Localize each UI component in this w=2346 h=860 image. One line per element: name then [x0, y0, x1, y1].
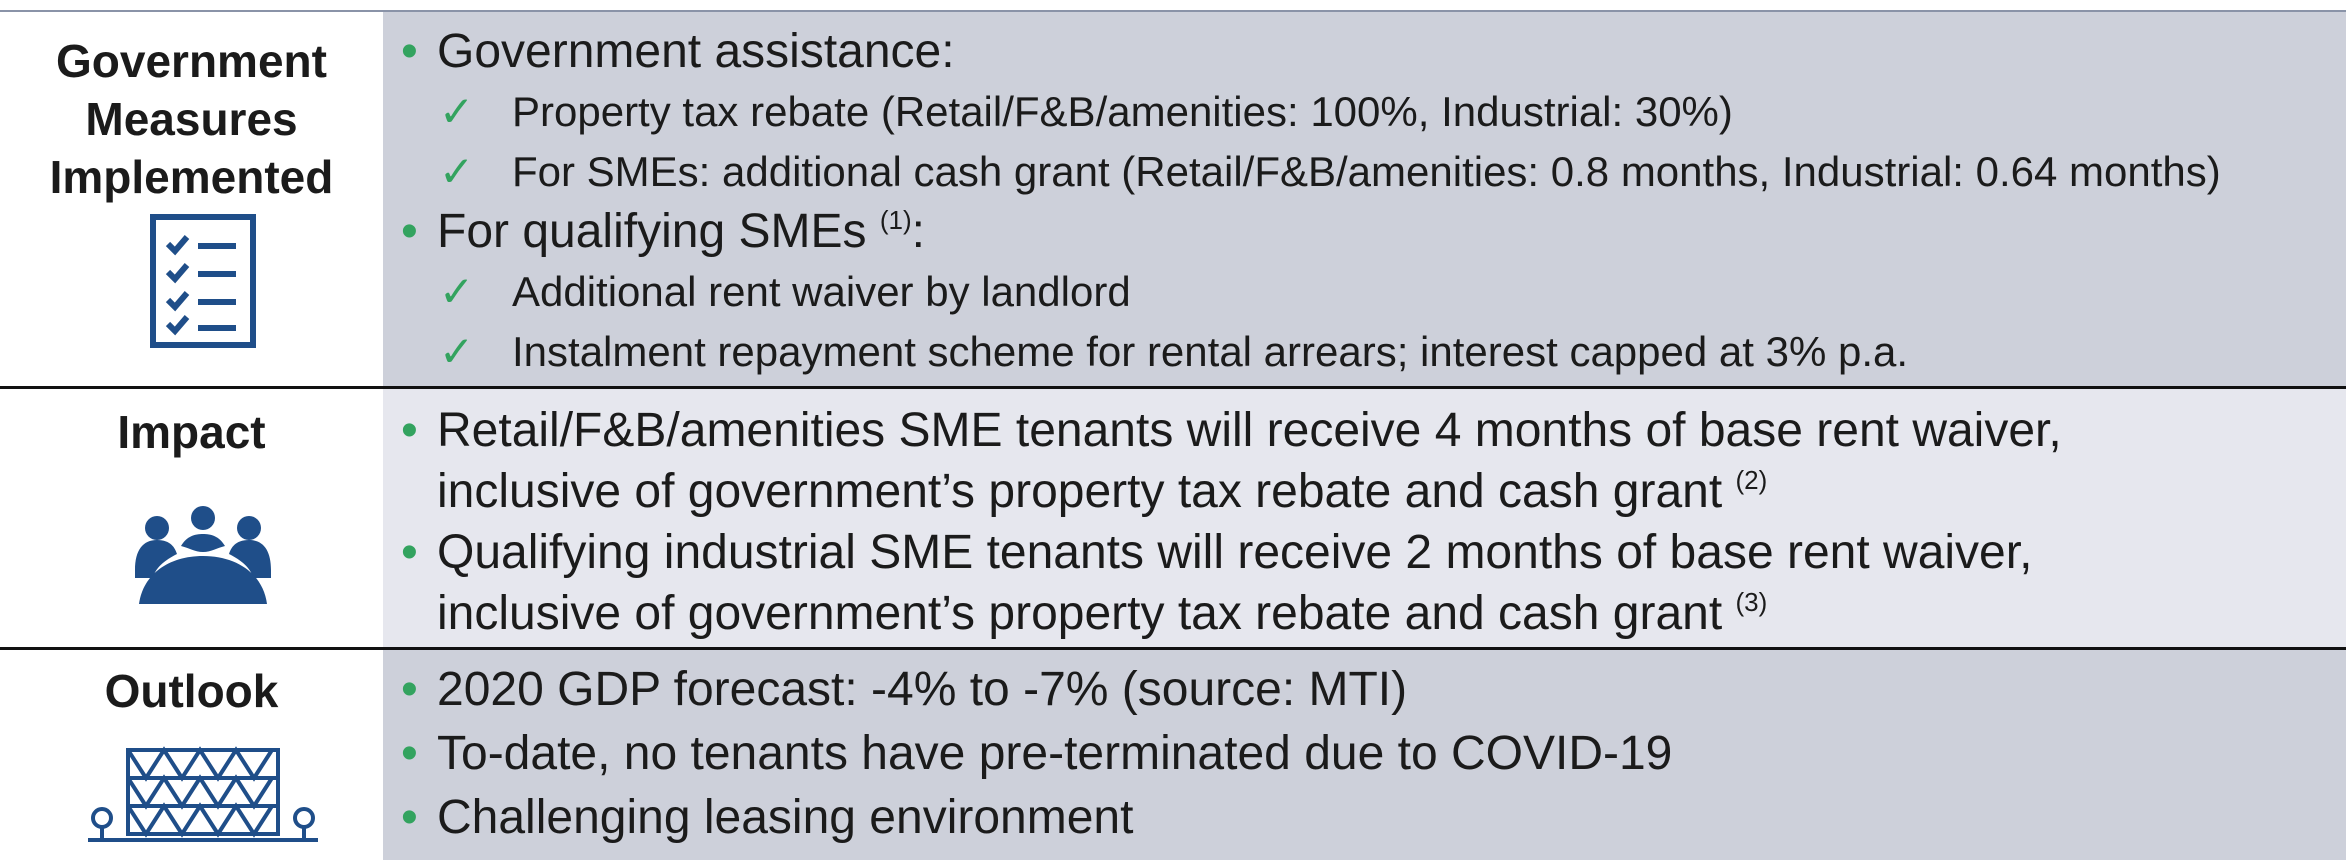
item-text: Property tax rebate (Retail/F&B/amenitie… — [512, 88, 1733, 135]
bullet-line: • Retail/F&B/amenities SME tenants will r… — [383, 401, 2062, 461]
item-text: : — [911, 205, 925, 258]
check-line: ✓ For SMEs: additional cash grant (Retail… — [383, 142, 2221, 202]
check-mark: ✓ — [439, 328, 475, 375]
bullet-line: • To-date, no tenants have pre-terminated… — [383, 724, 1672, 784]
section-body: • Retail/F&B/amenities SME tenants will r… — [383, 387, 2346, 648]
footnote-ref: (1) — [879, 205, 912, 235]
bullet-line: • Challenging leasing environment — [383, 788, 1133, 848]
checklist-icon — [150, 214, 256, 348]
bullet-line: inclusive of government’s property tax r… — [383, 584, 1767, 644]
item-text: 2020 GDP forecast: -4% to -7% (source: M… — [437, 663, 1408, 716]
item-text: Instalment repayment scheme for rental a… — [512, 328, 1909, 375]
item-text: For qualifying SMEs — [437, 205, 880, 258]
section-body: • 2020 GDP forecast: -4% to -7% (source: … — [383, 648, 2346, 860]
section-row: Outlook • 2020 GDP forecast: -4% to -7% (s… — [0, 648, 2346, 860]
check-line: ✓ Additional rent waiver by landlord — [383, 262, 1131, 322]
item-text: inclusive of government’s property tax r… — [437, 587, 1736, 640]
check-mark: ✓ — [439, 88, 475, 135]
item-text: For SMEs: additional cash grant (Retail/… — [512, 148, 2221, 195]
bullet: • — [401, 791, 418, 844]
section-body: • Government assistance: ✓ Property tax reb… — [383, 12, 2346, 387]
building-icon — [88, 746, 318, 842]
bullet-line: inclusive of government’s property tax r… — [383, 462, 1767, 522]
bullet: • — [401, 205, 418, 258]
bullet-line: • Government assistance: — [383, 22, 955, 82]
item-text: Government assistance: — [437, 25, 955, 78]
bullet: • — [401, 727, 418, 780]
bullet-line: • Qualifying industrial SME tenants will … — [383, 523, 2032, 583]
section-label: Government Measures Implemented — [49, 35, 334, 203]
people-icon — [135, 506, 271, 604]
section-row: Government Measures Implemented • Governme… — [0, 12, 2346, 387]
row-separator — [0, 647, 2346, 650]
check-mark: ✓ — [439, 148, 475, 195]
top-rule — [0, 10, 2346, 12]
item-text: To-date, no tenants have pre-terminated … — [437, 727, 1673, 780]
bullet-line: • 2020 GDP forecast: -4% to -7% (source: … — [383, 660, 1407, 720]
item-text: Additional rent waiver by landlord — [512, 268, 1131, 315]
row-separator — [0, 386, 2346, 389]
footnote-ref: (3) — [1735, 587, 1768, 617]
check-mark: ✓ — [439, 268, 475, 315]
item-text: inclusive of government’s property tax r… — [437, 465, 1736, 518]
section-label: Outlook — [104, 665, 279, 717]
check-line: ✓ Property tax rebate (Retail/F&B/ameniti… — [383, 82, 1733, 142]
bullet-line: • For qualifying SMEs (1): — [383, 202, 925, 262]
bullet: • — [401, 663, 418, 716]
footnote-ref: (2) — [1735, 465, 1768, 495]
check-line: ✓ Instalment repayment scheme for rental … — [383, 322, 1908, 382]
bullet: • — [401, 25, 418, 78]
bullet: • — [401, 404, 418, 457]
item-text: Qualifying industrial SME tenants will r… — [437, 526, 2033, 579]
section-label: Impact — [117, 406, 266, 458]
bullet: • — [401, 526, 418, 579]
item-text: Challenging leasing environment — [437, 791, 1134, 844]
section-row: Impact • Retail/F&B/amenities SME tenants … — [0, 387, 2346, 648]
item-text: Retail/F&B/amenities SME tenants will re… — [437, 404, 2062, 457]
